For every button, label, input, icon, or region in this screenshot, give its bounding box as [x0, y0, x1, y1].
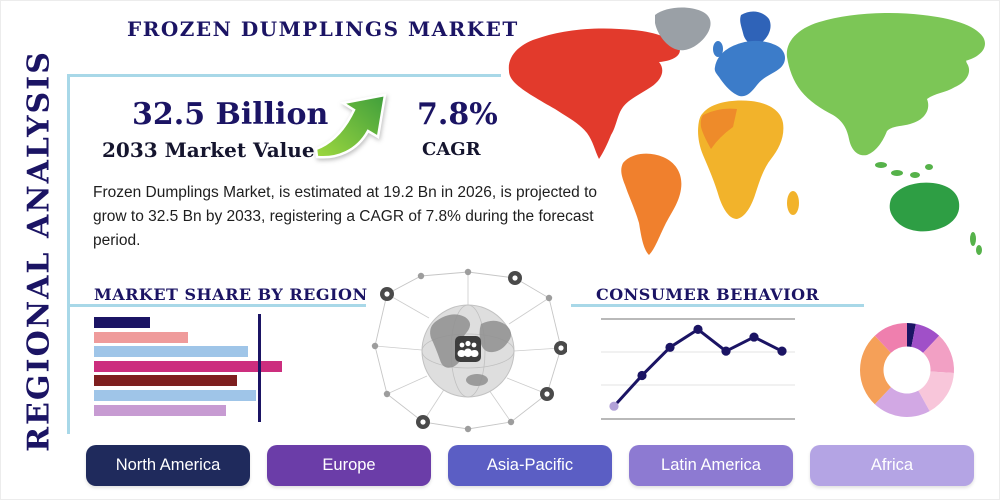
network-node — [371, 342, 379, 350]
data-point-6 — [749, 332, 759, 342]
bar-segment-6 — [94, 389, 256, 401]
location-pin-icon — [508, 271, 522, 285]
consumer-behavior-heading: CONSUMER BEHAVIOR — [596, 285, 820, 304]
bar-segment-4 — [94, 360, 282, 372]
market-share-bar-chart — [94, 317, 282, 416]
data-point-7 — [777, 346, 787, 356]
people-icon-head — [465, 340, 471, 347]
map-island — [925, 164, 933, 170]
bar-segment-2 — [94, 331, 188, 343]
network-node — [417, 272, 425, 280]
map-japan — [959, 57, 967, 77]
bar-segment-7 — [94, 404, 226, 416]
cagr-stat: 7.8% — [417, 97, 498, 132]
globe-network-graphic — [371, 268, 567, 433]
map-west-africa — [700, 108, 737, 149]
market-share-heading: MARKET SHARE BY REGION — [94, 285, 368, 304]
map-europe — [714, 40, 785, 97]
bar-segment-3 — [94, 346, 248, 358]
globe-continent — [466, 374, 488, 386]
donut-chart — [860, 323, 954, 417]
map-new-zealand — [976, 245, 982, 255]
consumer-behavior-line-chart — [601, 318, 795, 420]
map-asia — [786, 13, 985, 156]
top-divider — [67, 74, 501, 77]
location-pin-icon — [416, 415, 430, 429]
section-underline — [571, 304, 864, 307]
map-island — [910, 172, 920, 178]
map-scandinavia — [740, 11, 771, 45]
left-divider — [67, 74, 70, 434]
donut-slice-1 — [907, 323, 916, 347]
donut-slice-4 — [918, 371, 954, 412]
donut-slice-7 — [874, 323, 907, 353]
data-point-4 — [693, 324, 703, 334]
market-description: Frozen Dumplings Market, is estimated at… — [93, 184, 597, 250]
globe-continent — [479, 320, 512, 353]
network-node — [464, 425, 472, 433]
people-icon-head — [459, 342, 465, 348]
location-pin-icon — [380, 287, 394, 301]
region-button-north-america[interactable]: North America — [86, 445, 250, 486]
market-value-label: 2033 Market Value — [102, 138, 315, 162]
people-icon-body — [470, 350, 479, 357]
location-pin-icon — [540, 387, 554, 401]
page-title: FROZEN DUMPLINGS MARKET — [127, 17, 519, 41]
world-map — [508, 7, 985, 255]
network-node — [545, 294, 553, 302]
bar-chart-reference-line — [258, 314, 261, 422]
network-node — [464, 268, 472, 276]
map-island — [875, 162, 887, 168]
globe-grid — [421, 333, 515, 369]
people-icon-head — [471, 342, 477, 348]
map-south-america — [621, 153, 682, 255]
trend-line — [612, 327, 784, 408]
vertical-regional-analysis-label: REGIONAL ANALYSIS — [21, 50, 57, 452]
bar-segment-1 — [94, 317, 150, 328]
data-point-1 — [609, 401, 619, 411]
growth-arrow-icon — [314, 93, 387, 159]
location-pin-icon — [554, 341, 567, 355]
data-point-5 — [721, 346, 731, 356]
map-madagascar — [787, 191, 799, 215]
network-node — [507, 418, 515, 426]
donut-slice-6 — [860, 335, 891, 405]
region-buttons: North America Europe Asia-Pacific Latin … — [86, 445, 974, 486]
region-button-asia-pacific[interactable]: Asia-Pacific — [448, 445, 612, 486]
region-button-africa[interactable]: Africa — [810, 445, 974, 486]
data-point-3 — [665, 342, 675, 352]
section-underline — [67, 304, 366, 307]
donut-slice-5 — [874, 387, 930, 417]
map-island — [891, 170, 903, 176]
network-node — [383, 390, 391, 398]
donut-slice-2 — [911, 323, 940, 353]
map-greenland — [655, 7, 711, 51]
data-point-2 — [637, 370, 647, 381]
map-north-america — [508, 28, 680, 159]
map-australia — [889, 182, 960, 232]
donut-slice-3 — [923, 335, 954, 373]
people-icon-body — [464, 348, 472, 357]
people-icon-body — [457, 350, 466, 357]
map-uk — [713, 41, 723, 57]
cagr-label: CAGR — [422, 139, 481, 160]
market-value-stat: 32.5 Billion — [132, 97, 329, 132]
region-button-latin-america[interactable]: Latin America — [629, 445, 793, 486]
region-button-europe[interactable]: Europe — [267, 445, 431, 486]
map-new-zealand — [970, 232, 976, 246]
bar-segment-5 — [94, 375, 237, 387]
